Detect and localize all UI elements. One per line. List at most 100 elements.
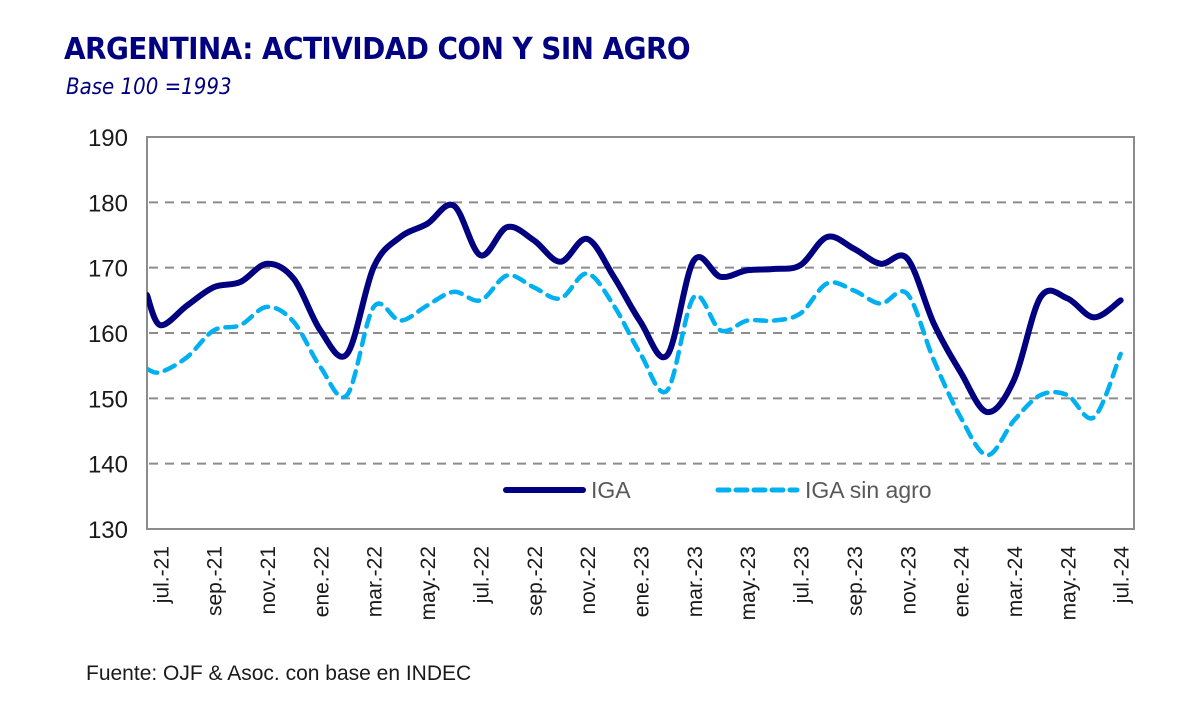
data-point — [905, 257, 909, 261]
legend-label-iga: IGA — [591, 477, 631, 503]
x-tick-label: jul.-21 — [150, 546, 173, 604]
data-point — [505, 274, 509, 278]
y-tick-label: 160 — [88, 321, 128, 348]
data-point — [1065, 296, 1069, 300]
data-point — [585, 237, 589, 241]
data-point — [1092, 315, 1096, 319]
data-point — [852, 247, 856, 251]
x-tick-label: may.-22 — [417, 546, 440, 620]
data-point — [185, 304, 189, 308]
data-point — [372, 305, 376, 309]
data-point — [558, 296, 562, 300]
data-point — [505, 225, 509, 229]
x-tick-label: nov.-22 — [577, 546, 600, 615]
data-point — [692, 295, 696, 299]
x-tick-label: nov.-23 — [897, 546, 920, 615]
data-point — [1012, 378, 1016, 382]
x-tick-label: mar.-24 — [1004, 546, 1027, 618]
x-tick-label: jul.-22 — [470, 546, 493, 604]
x-tick-label: mar.-23 — [684, 546, 707, 617]
y-tick-label: 180 — [88, 190, 128, 217]
data-point — [1092, 415, 1096, 419]
data-point — [985, 410, 989, 414]
series-line-iga-sin-agro — [147, 271, 1123, 458]
data-point — [318, 365, 322, 369]
data-point — [478, 298, 482, 302]
data-point — [745, 268, 749, 272]
data-point — [532, 238, 536, 242]
data-point — [799, 263, 803, 267]
source-note: Fuente: OJF & Asoc. con base en INDEC — [86, 662, 472, 685]
data-point — [852, 289, 856, 293]
data-point — [1039, 393, 1043, 397]
x-tick-label: sep.-21 — [204, 546, 227, 616]
x-tick-label: jul.-24 — [1111, 546, 1134, 605]
y-tick-label: 140 — [88, 452, 128, 479]
data-point — [238, 323, 242, 327]
data-point — [452, 290, 456, 294]
x-tick-label: may.-23 — [737, 546, 760, 620]
data-point — [585, 272, 589, 276]
x-tick-label: sep.-23 — [844, 546, 867, 616]
x-tick-label: ene.-22 — [310, 546, 333, 617]
data-point — [1065, 393, 1069, 397]
data-point — [772, 267, 776, 271]
data-point — [932, 358, 936, 362]
data-point — [558, 260, 562, 264]
data-point — [398, 319, 402, 323]
y-tick-label: 150 — [88, 386, 128, 413]
data-point — [1119, 352, 1123, 356]
x-tick-label: ene.-23 — [631, 546, 654, 617]
data-point — [425, 304, 429, 308]
x-tick-label: nov.-21 — [257, 546, 280, 615]
data-point — [745, 319, 749, 323]
legend-label-iga-sin-agro: IGA sin agro — [805, 477, 932, 503]
data-point — [719, 275, 723, 279]
data-point — [639, 352, 643, 356]
data-point — [158, 370, 162, 374]
data-point — [265, 262, 269, 266]
data-point — [345, 352, 349, 356]
data-point — [212, 328, 216, 332]
data-point — [665, 388, 669, 392]
data-point — [772, 319, 776, 323]
x-tick-label: mar.-22 — [364, 546, 387, 617]
data-point — [612, 304, 616, 308]
data-point — [959, 415, 963, 419]
data-point — [452, 204, 456, 208]
y-tick-label: 130 — [88, 517, 128, 544]
x-tick-label: ene.-24 — [951, 546, 974, 618]
data-point — [665, 353, 669, 357]
data-point — [372, 265, 376, 269]
data-point — [212, 285, 216, 289]
chart-subtitle: Base 100 =1993 — [66, 75, 232, 100]
data-point — [799, 311, 803, 315]
data-point — [879, 262, 883, 266]
data-point — [292, 277, 296, 281]
data-point — [959, 370, 963, 374]
data-point — [879, 302, 883, 306]
data-point — [478, 253, 482, 257]
data-point — [158, 323, 162, 327]
data-point — [639, 320, 643, 324]
data-point — [238, 280, 242, 284]
y-tick-label: 190 — [88, 125, 128, 152]
data-point — [1039, 295, 1043, 299]
y-tick-label: 170 — [88, 256, 128, 283]
data-point — [345, 393, 349, 397]
data-point — [318, 328, 322, 332]
data-point — [692, 258, 696, 262]
data-point — [905, 292, 909, 296]
legend: IGA IGA sin agro — [503, 477, 932, 503]
data-point — [612, 275, 616, 279]
data-point — [1119, 298, 1123, 302]
data-point — [825, 235, 829, 239]
data-point — [932, 322, 936, 326]
data-point — [398, 235, 402, 239]
data-point — [292, 320, 296, 324]
data-point — [185, 355, 189, 359]
x-tick-label: may.-24 — [1057, 546, 1080, 621]
data-point — [1012, 419, 1016, 423]
data-point — [265, 305, 269, 309]
